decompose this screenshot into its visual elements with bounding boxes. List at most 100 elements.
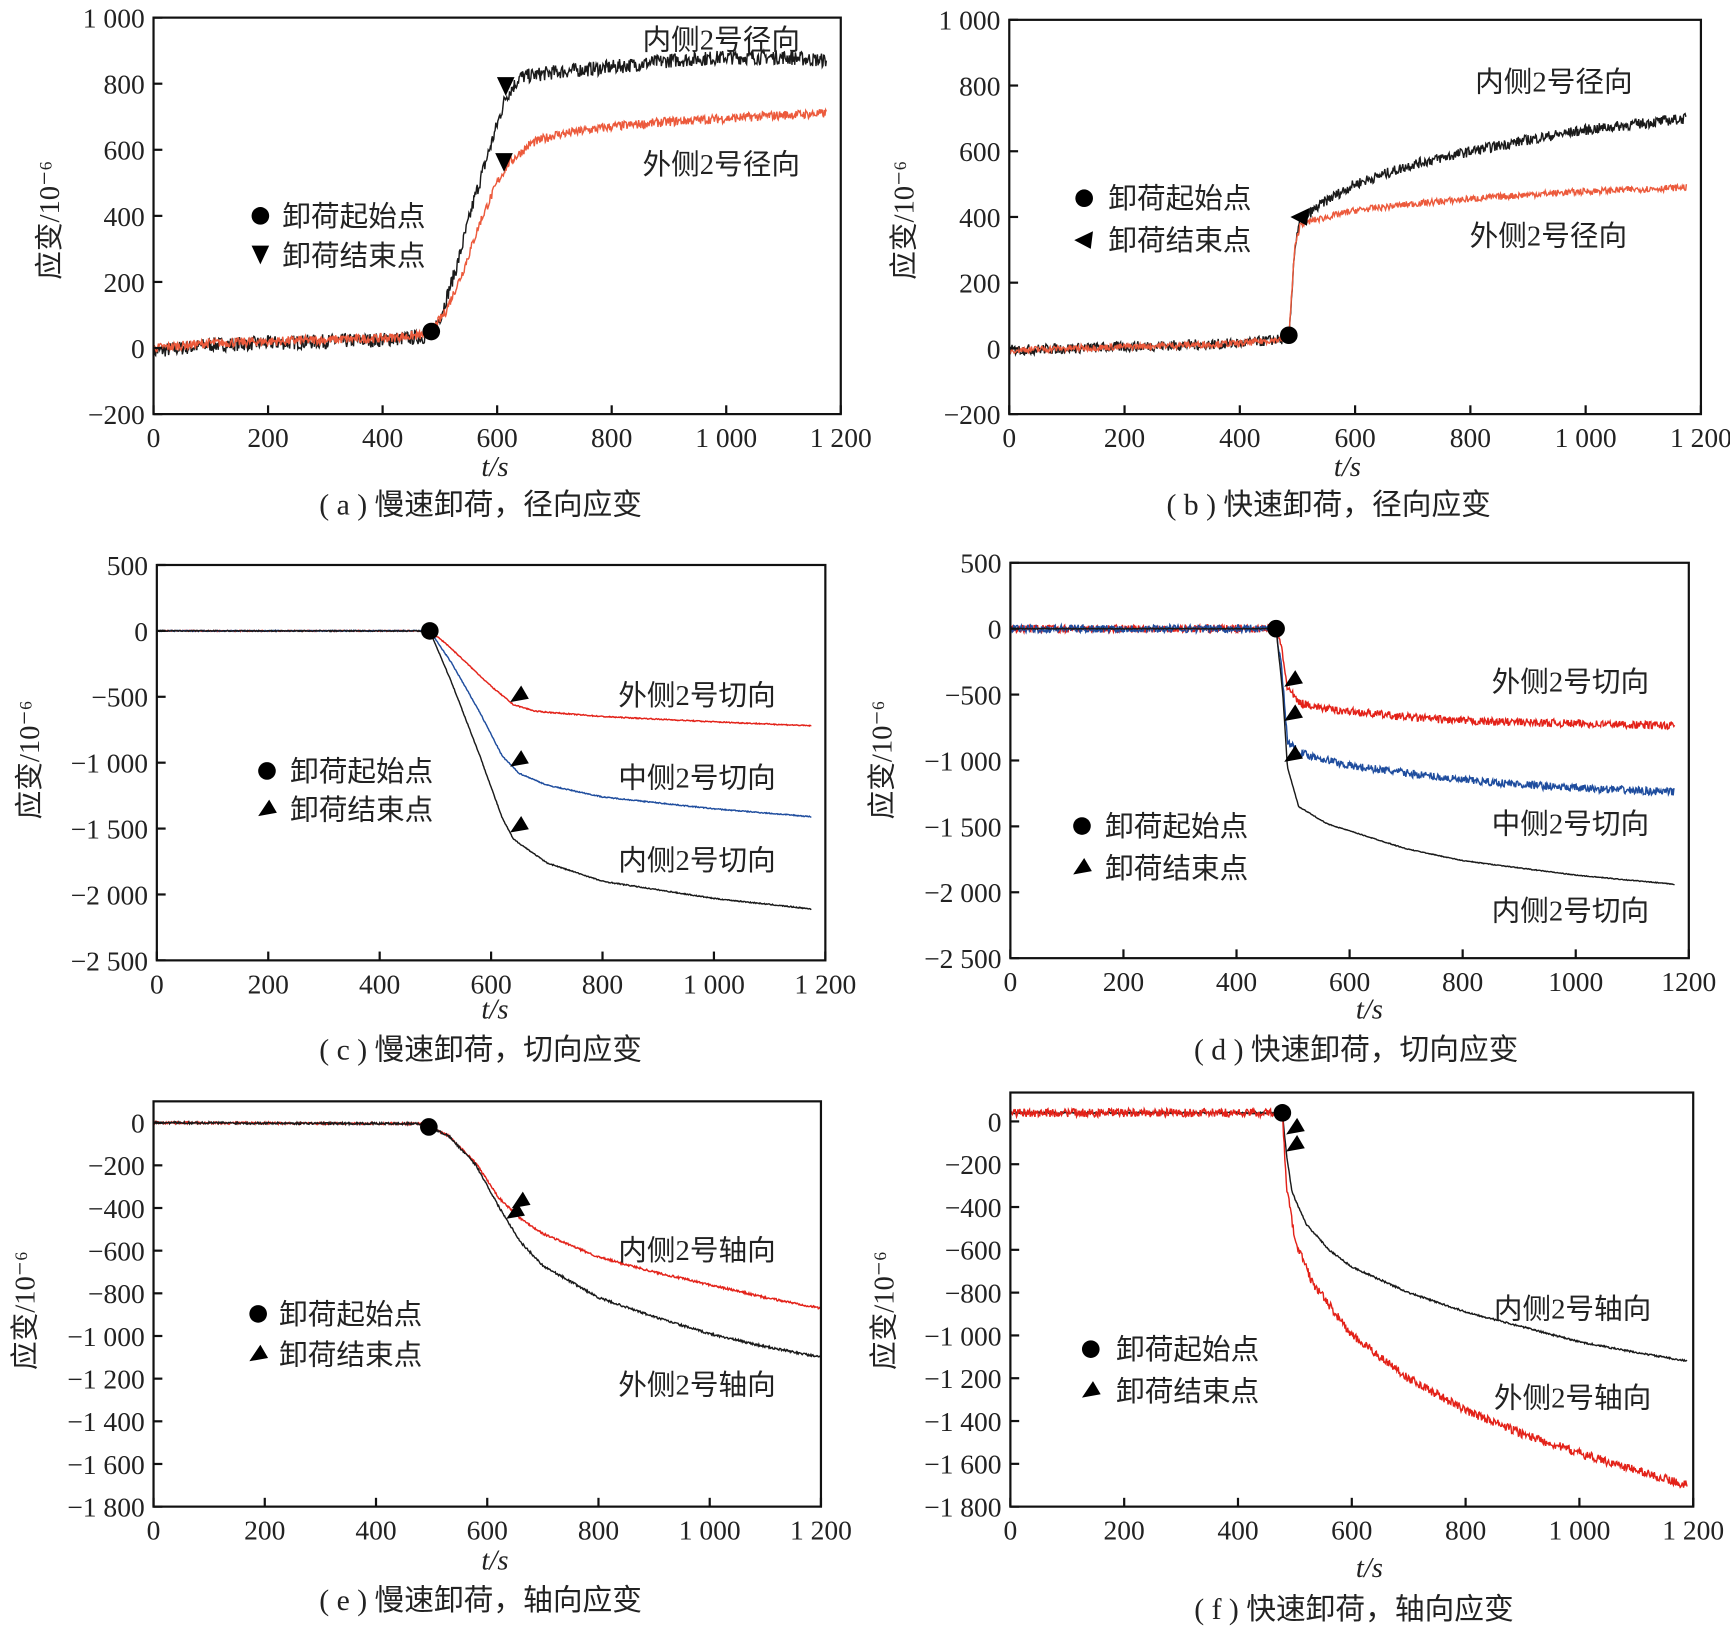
end-marker — [510, 816, 529, 833]
y-tick-label: 600 — [959, 136, 1000, 167]
start-marker — [1280, 326, 1298, 345]
x-tick-label: 600 — [470, 968, 511, 999]
x-tick-label: 800 — [1445, 1515, 1486, 1546]
x-tick-label: 200 — [248, 968, 289, 999]
y-tick-label: 0 — [988, 614, 1002, 645]
y-tick-label: 600 — [103, 135, 144, 166]
series-label: 外侧2号径向 — [643, 149, 800, 181]
x-tick-label: 1 000 — [695, 422, 757, 453]
end-marker — [495, 153, 513, 172]
end-marker — [1284, 704, 1303, 721]
y-axis-label: 应变/10⁻⁶ — [14, 700, 46, 819]
series-line — [152, 1119, 821, 1310]
y-tick-label: 800 — [959, 70, 1000, 101]
end-marker — [496, 77, 515, 96]
y-tick-label: −2 500 — [71, 945, 148, 976]
x-tick-label: 600 — [1331, 1515, 1372, 1546]
x-tick-label: 800 — [1450, 422, 1491, 453]
subplot-caption: ( d ) 快速卸荷，切向应变 — [1194, 1033, 1518, 1066]
series-label: 内侧2号轴向 — [1494, 1293, 1651, 1325]
y-tick-label: −1 000 — [924, 745, 1001, 776]
legend-end-symbol — [251, 245, 270, 265]
y-tick-label: −1 800 — [924, 1492, 1001, 1523]
y-tick-label: −2 500 — [924, 943, 1001, 974]
y-tick-label: −800 — [945, 1278, 1002, 1309]
y-tick-label: −2 000 — [71, 879, 148, 910]
x-tick-label: 0 — [147, 422, 161, 453]
y-tick-label: −200 — [88, 1150, 145, 1181]
x-tick-label: 1 200 — [810, 422, 872, 453]
y-tick-label: −1 000 — [924, 1320, 1001, 1351]
legend-start-symbol — [1081, 1340, 1100, 1358]
legend-start-label: 卸荷起始点 — [279, 1299, 422, 1331]
x-tick-label: 0 — [1002, 422, 1016, 453]
y-axis-label: 应变/10⁻⁶ — [888, 161, 920, 280]
x-axis-label: t/s — [1356, 1552, 1383, 1584]
legend-end-label: 卸荷结束点 — [282, 240, 425, 272]
y-tick-label: −1 600 — [67, 1449, 144, 1480]
start-marker — [422, 322, 441, 341]
legend-start-symbol — [1075, 189, 1093, 208]
x-tick-label: 200 — [244, 1515, 285, 1546]
x-axis-label: t/s — [1334, 451, 1361, 483]
x-tick-label: 0 — [1003, 1515, 1017, 1546]
y-tick-label: 200 — [103, 267, 144, 298]
end-marker — [506, 1202, 525, 1219]
series-label: 中侧2号切向 — [618, 762, 775, 794]
legend-end-symbol — [1073, 857, 1092, 875]
series-line — [1008, 112, 1687, 358]
legend-start-symbol — [249, 1305, 267, 1323]
x-tick-label: 1 200 — [1670, 422, 1730, 453]
y-tick-label: −500 — [945, 679, 1002, 710]
series-label: 内侧2号径向 — [643, 25, 800, 57]
x-tick-label: 200 — [247, 422, 288, 453]
subplot-caption: ( a ) 慢速卸荷，径向应变 — [319, 488, 642, 521]
y-tick-label: −600 — [88, 1236, 145, 1267]
legend-start-symbol — [1073, 817, 1091, 835]
series-line — [153, 1119, 821, 1358]
end-marker — [1286, 1117, 1305, 1135]
series-line — [1009, 1106, 1688, 1489]
x-tick-label: 600 — [477, 422, 518, 453]
series-label: 内侧2号切向 — [618, 845, 775, 877]
legend-start-label: 卸荷起始点 — [1108, 183, 1251, 215]
x-tick-label: 400 — [355, 1515, 396, 1546]
end-marker — [1284, 670, 1303, 687]
legend-end-symbol — [1081, 1381, 1101, 1398]
y-axis-label: 应变/10⁻⁶ — [866, 700, 898, 819]
series-line — [1008, 182, 1688, 355]
x-tick-label: 800 — [582, 968, 623, 999]
legend-start-label: 卸荷起始点 — [282, 201, 425, 233]
y-tick-label: 1 000 — [83, 3, 145, 34]
y-tick-label: 400 — [103, 201, 144, 232]
y-tick-label: −1 400 — [924, 1406, 1001, 1437]
legend-end-label: 卸荷结束点 — [290, 794, 433, 826]
y-tick-label: −2 000 — [924, 877, 1001, 908]
series-label: 外侧2号轴向 — [618, 1369, 775, 1401]
x-tick-label: 400 — [359, 968, 400, 999]
subplot-caption: ( e ) 慢速卸荷，轴向应变 — [319, 1584, 642, 1617]
x-tick-label: 200 — [1103, 966, 1144, 997]
y-tick-label: −200 — [944, 399, 1001, 430]
series-label: 内侧2号切向 — [1492, 896, 1649, 928]
y-tick-label: −400 — [945, 1192, 1002, 1223]
x-tick-label: 0 — [1003, 966, 1017, 997]
end-marker — [1284, 745, 1303, 762]
x-tick-label: 1 000 — [683, 968, 745, 999]
y-tick-label: 500 — [960, 548, 1001, 579]
x-tick-label: 200 — [1104, 1515, 1145, 1546]
x-tick-label: 600 — [1329, 966, 1370, 997]
series-label: 外侧2号切向 — [1492, 667, 1649, 699]
x-tick-label: 1 200 — [790, 1515, 852, 1546]
x-tick-label: 800 — [578, 1515, 619, 1546]
x-tick-label: 400 — [1216, 966, 1257, 997]
x-tick-label: 800 — [591, 422, 632, 453]
y-tick-label: −1 400 — [67, 1406, 144, 1437]
end-marker — [1290, 208, 1310, 226]
legend-start-symbol — [251, 207, 270, 225]
y-tick-label: −400 — [88, 1193, 145, 1224]
